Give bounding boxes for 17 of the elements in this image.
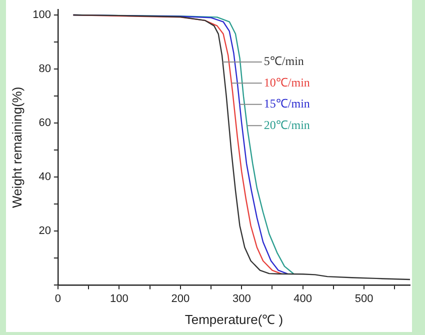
text: 5℃/min [264,54,304,68]
y-tick-label: 100 [32,9,51,22]
x-tick-label: 300 [232,292,251,305]
x-tick-label: 200 [171,292,190,305]
x-axis-title: Temperature(℃ ) [184,312,284,327]
y-axis-title: Weight remaining(%) [9,86,24,208]
y-tick-label: 80 [38,63,51,76]
y-tick-label: 40 [38,171,51,184]
text: 10℃/min [264,75,310,90]
y-tick-label: 20 [38,225,51,238]
x-tick-label: 0 [54,292,62,305]
x-tick-label: 500 [354,292,374,305]
x-tick-label: 400 [294,292,312,305]
x-tick-label: 100 [110,292,128,305]
y-tick-label: 60 [38,117,51,130]
series-label: 20℃/min [264,118,310,132]
series-label: 15℃/min [264,96,310,111]
